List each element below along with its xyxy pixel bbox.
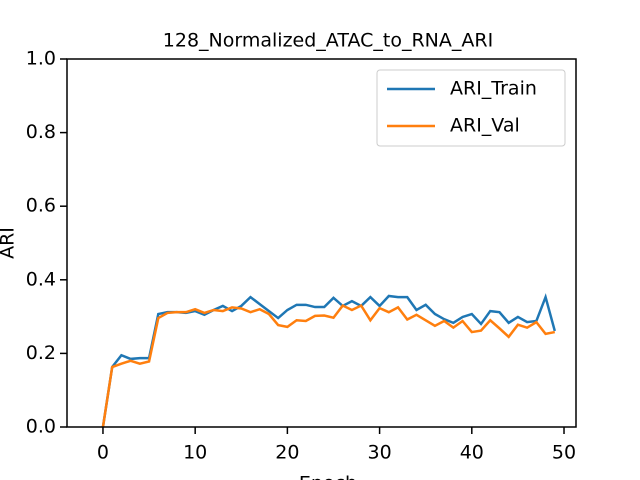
y-tick-label: 0.4: [26, 268, 56, 290]
legend-label: ARI_Val: [450, 115, 520, 137]
y-tick-label: 1.0: [26, 48, 56, 70]
x-tick-label: 10: [183, 442, 207, 464]
line-series: [101, 303, 556, 428]
plot-frame: [66, 58, 577, 428]
y-tick-label: 0.0: [26, 416, 56, 438]
legend-label: ARI_Train: [450, 78, 537, 100]
y-tick-label: 0.2: [26, 342, 56, 364]
x-tick-label: 20: [275, 442, 299, 464]
x-tick-label: 40: [460, 442, 484, 464]
chart-title: 128_Normalized_ATAC_to_RNA_ARI: [163, 30, 493, 52]
x-tick-label: 50: [552, 442, 576, 464]
x-tick-label: 30: [367, 442, 391, 464]
x-axis-label: Epoch: [299, 473, 357, 480]
y-tick-label: 0.8: [26, 121, 56, 143]
y-tick-label: 0.6: [26, 195, 56, 217]
x-tick-label: 0: [97, 442, 109, 464]
y-axis-label: ARI: [0, 227, 19, 259]
